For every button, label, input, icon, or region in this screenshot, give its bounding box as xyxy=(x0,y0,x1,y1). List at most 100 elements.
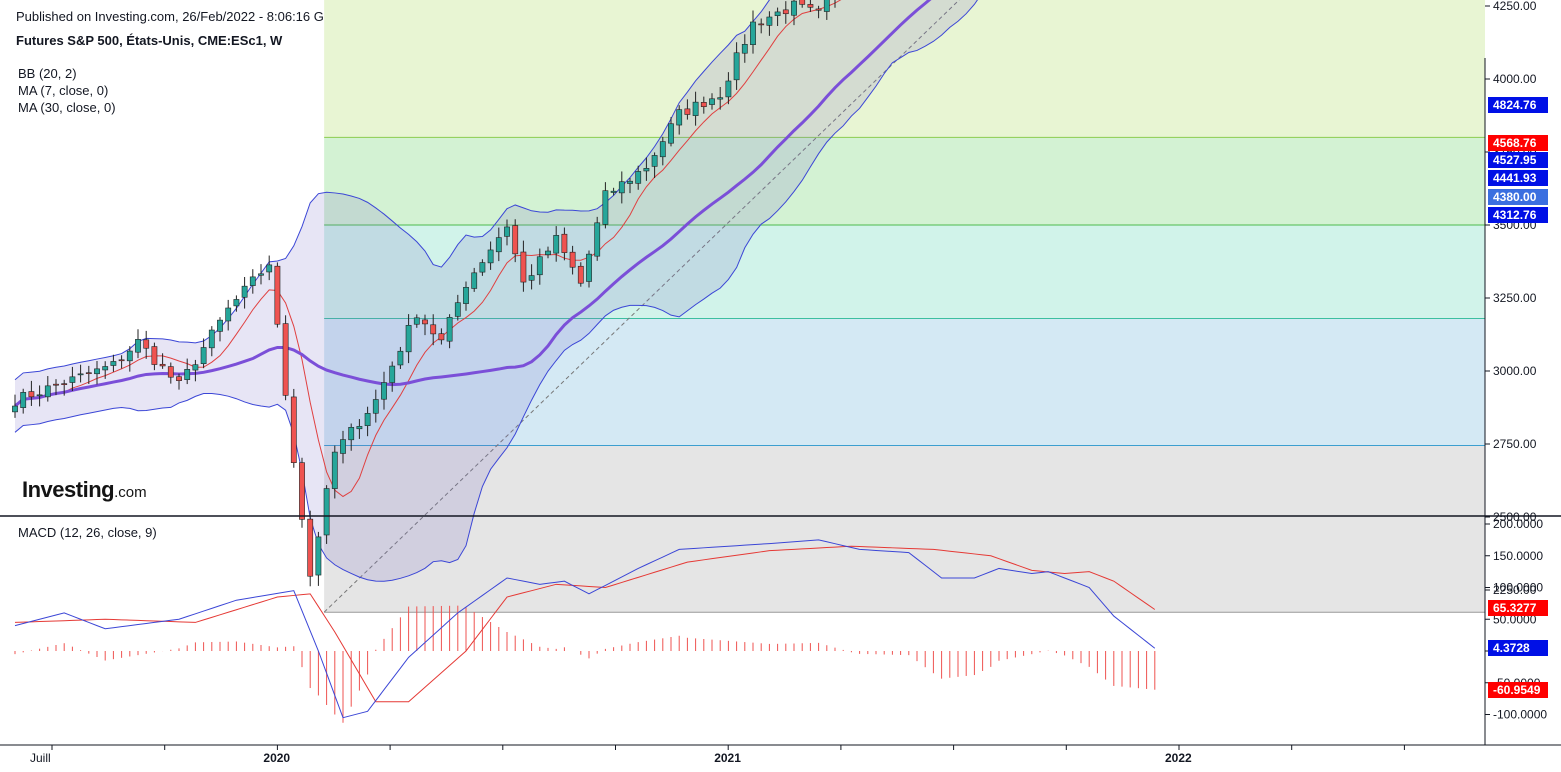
candle-body xyxy=(684,108,691,115)
candle xyxy=(545,246,551,259)
price-badge: 4441.93 xyxy=(1488,170,1548,186)
candle-body xyxy=(438,333,445,341)
candle xyxy=(135,329,141,359)
candle-body xyxy=(208,329,215,349)
candle xyxy=(118,355,125,369)
candle-body xyxy=(20,392,27,408)
candle xyxy=(733,42,740,90)
candle xyxy=(700,96,707,114)
candle xyxy=(266,255,273,281)
candle-body xyxy=(151,346,158,365)
candle-body xyxy=(709,98,715,105)
candle xyxy=(36,385,43,407)
candle-body xyxy=(110,361,117,366)
candle xyxy=(610,187,617,196)
candle-body xyxy=(487,249,494,264)
price-badge: 4824.76 xyxy=(1488,97,1548,113)
candle xyxy=(159,353,166,369)
candle-body xyxy=(627,180,633,184)
candle xyxy=(834,0,836,8)
time-tick-label: 2020 xyxy=(263,751,290,765)
price-badge: 4527.95 xyxy=(1488,152,1548,168)
candle-body xyxy=(94,368,100,375)
candle-body xyxy=(610,190,617,193)
candle xyxy=(94,360,100,385)
bb-indicator-label[interactable]: BB (20, 2) xyxy=(18,66,77,81)
candle-body xyxy=(618,181,625,194)
candle xyxy=(815,5,822,19)
candle xyxy=(356,419,363,439)
candle-body xyxy=(77,373,84,376)
candle xyxy=(717,87,724,110)
ma7-indicator-label[interactable]: MA (7, close, 0) xyxy=(18,83,109,98)
candle-body xyxy=(479,262,486,273)
candle xyxy=(495,227,502,262)
candle xyxy=(643,157,650,181)
candle-body xyxy=(569,251,576,268)
candle-body xyxy=(782,9,789,15)
candle xyxy=(553,226,560,262)
time-tick-label: 2021 xyxy=(714,751,741,765)
candle-body xyxy=(758,23,765,26)
macd-badge-text: -60.9549 xyxy=(1493,683,1541,697)
candle xyxy=(44,376,51,402)
candle-body xyxy=(397,350,404,366)
candle xyxy=(143,330,150,359)
candle xyxy=(594,216,601,261)
macd-indicator-label[interactable]: MACD (12, 26, close, 9) xyxy=(18,525,157,540)
candle-body xyxy=(791,0,797,16)
candle-body xyxy=(217,319,223,332)
ma30-indicator-label[interactable]: MA (30, close, 0) xyxy=(18,100,116,115)
macd-badge: -60.9549 xyxy=(1488,682,1548,698)
candle-body xyxy=(315,536,322,576)
candle-body xyxy=(118,359,125,362)
candle-body xyxy=(651,155,658,167)
candle xyxy=(520,240,527,292)
candle-body xyxy=(725,80,732,98)
candle-body xyxy=(717,97,724,100)
candle xyxy=(389,361,396,392)
candle-body xyxy=(307,518,314,577)
candle-body xyxy=(192,364,199,371)
candle-body xyxy=(643,168,650,172)
price-badge-text: 4380.00 xyxy=(1493,190,1537,204)
bb-upper-line xyxy=(14,0,770,381)
ma30-line xyxy=(14,0,932,408)
candle-body xyxy=(659,141,666,158)
candle-body xyxy=(750,21,756,45)
candle xyxy=(85,365,92,384)
candle xyxy=(28,380,35,406)
candle xyxy=(741,34,748,63)
candle-body xyxy=(85,372,92,375)
candle-body xyxy=(815,8,822,11)
logo-main: Investing xyxy=(22,477,115,502)
candle-body xyxy=(176,376,182,381)
candle-body xyxy=(463,287,469,304)
candle-body xyxy=(323,488,330,536)
candle xyxy=(651,152,658,179)
candle xyxy=(331,445,338,499)
candle-body xyxy=(143,339,150,349)
fib-zone xyxy=(324,318,1485,446)
candle-body xyxy=(36,394,43,397)
candle xyxy=(766,11,773,36)
candle xyxy=(463,281,469,311)
macd-tick-label: 100.0000 xyxy=(1493,581,1543,595)
candle xyxy=(471,267,478,292)
candle xyxy=(200,338,207,369)
candle xyxy=(504,219,510,246)
candle xyxy=(799,0,806,8)
candle xyxy=(586,250,592,288)
candle-body xyxy=(135,339,141,353)
candle xyxy=(692,91,699,126)
candle xyxy=(225,299,232,331)
candle xyxy=(750,10,756,54)
candle xyxy=(668,117,674,147)
candle xyxy=(684,99,691,120)
candle xyxy=(791,0,797,26)
candle-body xyxy=(249,276,256,286)
price-tick-label: 3000.00 xyxy=(1493,364,1537,378)
candle-body xyxy=(823,0,830,12)
candle xyxy=(217,317,223,342)
